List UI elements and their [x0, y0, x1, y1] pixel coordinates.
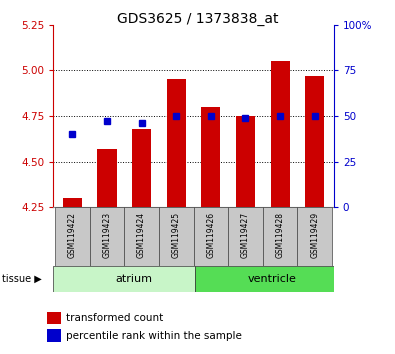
Text: percentile rank within the sample: percentile rank within the sample [66, 331, 242, 341]
Text: transformed count: transformed count [66, 313, 164, 323]
Bar [53, 266, 195, 292]
Bar [228, 207, 263, 266]
Bar [236, 116, 255, 207]
Bar [167, 80, 186, 207]
Bar [271, 61, 290, 207]
Bar [90, 207, 124, 266]
Bar [201, 107, 220, 207]
Bar [63, 198, 82, 207]
Bar [124, 207, 159, 266]
Text: GSM119423: GSM119423 [102, 212, 111, 258]
Text: GSM119429: GSM119429 [310, 212, 319, 258]
Bar [98, 149, 117, 207]
Text: tissue ▶: tissue ▶ [2, 274, 42, 284]
Text: GSM119424: GSM119424 [137, 212, 146, 258]
Bar [195, 266, 334, 292]
Bar [132, 129, 151, 207]
Bar [55, 207, 90, 266]
Text: atrium: atrium [115, 274, 152, 284]
Text: GSM119428: GSM119428 [276, 212, 285, 258]
Text: ventricle: ventricle [248, 274, 297, 284]
Text: GSM119426: GSM119426 [206, 212, 215, 258]
Bar [297, 207, 332, 266]
Text: GSM119427: GSM119427 [241, 212, 250, 258]
Bar [159, 207, 194, 266]
Text: GSM119422: GSM119422 [68, 212, 77, 258]
Bar [263, 207, 297, 266]
Text: GDS3625 / 1373838_at: GDS3625 / 1373838_at [117, 12, 278, 27]
Text: GSM119425: GSM119425 [172, 212, 181, 258]
Bar [305, 76, 324, 207]
Bar [194, 207, 228, 266]
